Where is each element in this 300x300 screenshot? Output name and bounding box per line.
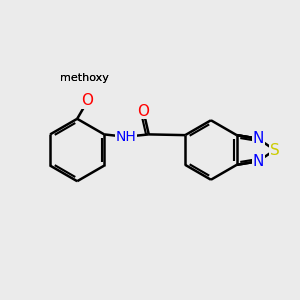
Text: N: N: [252, 131, 264, 146]
Text: methoxy: methoxy: [60, 73, 109, 82]
Text: O: O: [137, 104, 149, 119]
Text: S: S: [270, 142, 280, 158]
Text: NH: NH: [115, 130, 136, 144]
Text: O: O: [137, 104, 149, 119]
Text: O: O: [82, 94, 94, 109]
Text: N: N: [252, 154, 264, 169]
Text: O: O: [82, 94, 94, 109]
Text: methoxy: methoxy: [60, 73, 109, 82]
